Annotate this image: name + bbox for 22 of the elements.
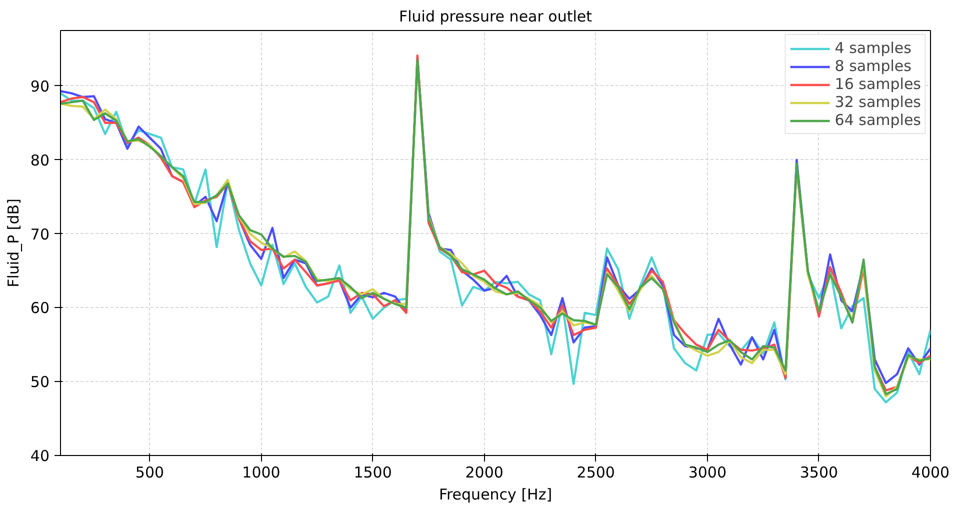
x-axis-title: Frequency [Hz] (438, 486, 552, 504)
legend-label: 4 samples (834, 39, 912, 57)
x-tick-label: 3500 (800, 464, 838, 482)
x-tick-label: 1500 (354, 464, 392, 482)
y-tick-label: 90 (30, 77, 50, 96)
y-tick-label: 70 (30, 225, 50, 244)
y-tick-label: 60 (30, 299, 50, 318)
x-tick-label: 4000 (911, 464, 950, 482)
chart-title: Fluid pressure near outlet (398, 8, 592, 26)
y-tick-label: 50 (30, 373, 50, 392)
legend-label: 8 samples (834, 57, 912, 75)
x-tick-label: 1000 (242, 464, 280, 482)
x-tick-label: 3000 (688, 464, 727, 482)
x-tick-label: 2000 (465, 464, 504, 482)
x-tick-label: 500 (135, 464, 164, 482)
legend-label: 64 samples (834, 111, 921, 129)
y-tick-label: 40 (30, 447, 50, 465)
legend-label: 32 samples (834, 93, 921, 111)
legend-label: 16 samples (834, 75, 921, 93)
y-axis-title: Fluid_P [dB] (4, 198, 22, 288)
y-tick-label: 80 (30, 151, 50, 170)
x-tick-label: 2500 (576, 464, 615, 482)
